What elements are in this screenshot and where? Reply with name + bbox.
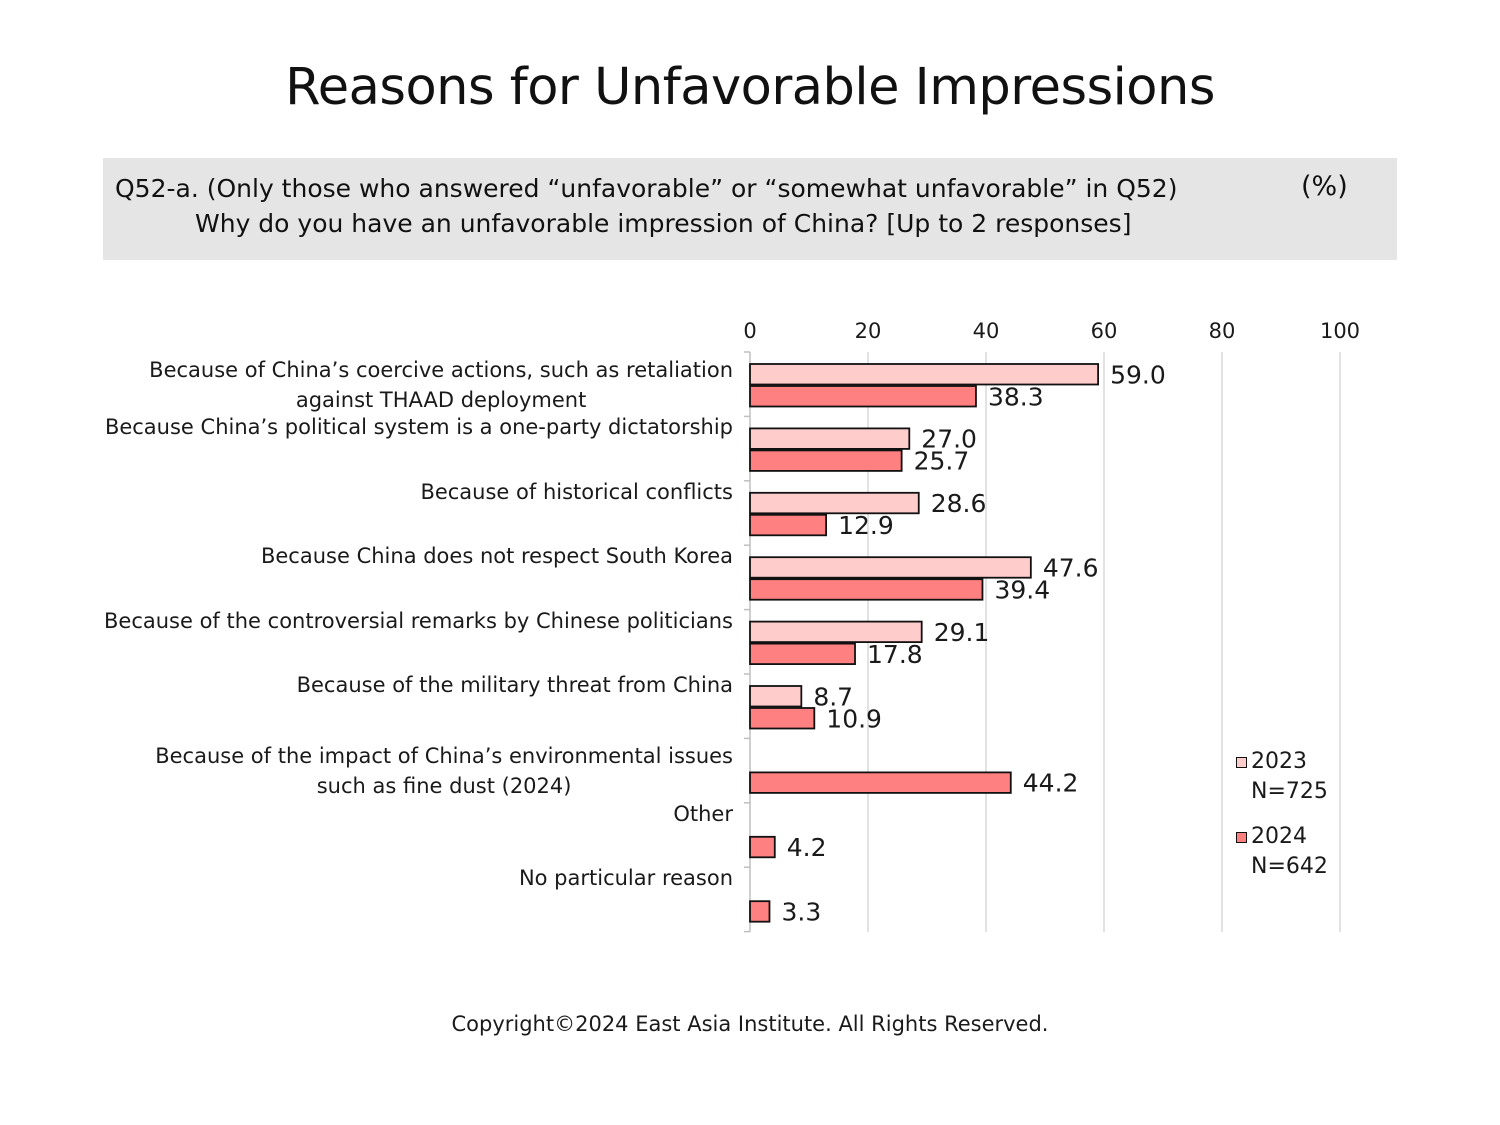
bar-2023-0 xyxy=(749,363,1100,386)
legend-swatch-2023 xyxy=(1236,757,1247,768)
bar-2023-5 xyxy=(749,685,803,708)
data-label-2024-5: 10.9 xyxy=(826,704,882,733)
category-label-line: Because of China’s coercive actions, suc… xyxy=(149,358,733,382)
bar-2024-2 xyxy=(749,513,828,537)
bar-2024-8 xyxy=(749,900,771,923)
unit-label: (%) xyxy=(1301,171,1348,202)
tick-label-0: 0 xyxy=(743,319,756,343)
category-label: Because of the impact of China’s environ… xyxy=(155,741,733,801)
category-label-line: against THAAD deployment xyxy=(295,388,587,412)
data-label-2024-3: 39.4 xyxy=(994,575,1050,604)
bar-2023-2 xyxy=(749,491,920,515)
question-line-1: Q52-a. (Only those who answered “unfavor… xyxy=(115,174,1178,203)
category-label: Because China does not respect South Kor… xyxy=(261,541,733,571)
legend-label-2024: 2024 N=642 xyxy=(1251,824,1328,879)
bar-2024-5 xyxy=(749,707,816,730)
data-label-2024-4: 17.8 xyxy=(867,640,923,669)
bar-2024-3 xyxy=(749,578,984,601)
bar-2024-7 xyxy=(749,835,776,859)
data-label-2024-2: 12.9 xyxy=(838,511,894,540)
question-line-2: Why do you have an unfavorable impressio… xyxy=(195,209,1132,238)
legend-swatch-2024 xyxy=(1236,832,1247,843)
bar-2023-1 xyxy=(749,427,911,450)
data-label-2023-4: 29.1 xyxy=(934,618,990,647)
data-label-2023-2: 28.6 xyxy=(931,489,987,518)
bar-2024-0 xyxy=(749,385,977,408)
chart-title: Reasons for Unfavorable Impressions xyxy=(285,58,1215,117)
bar-2024-1 xyxy=(749,449,903,472)
category-label-line: Because China’s political system is a on… xyxy=(104,415,733,440)
category-label: No particular reason xyxy=(519,863,733,893)
category-label-line: Because of the military threat from Chin… xyxy=(296,673,733,697)
data-label-2024-1: 25.7 xyxy=(914,447,970,476)
tick-label-40: 40 xyxy=(973,319,1000,343)
category-label: Because of historical conflicts xyxy=(420,477,733,507)
category-label-line: Because China does not respect South Kor… xyxy=(260,544,733,569)
tick-label-80: 80 xyxy=(1209,319,1236,343)
tick-label-20: 20 xyxy=(855,319,882,343)
category-label: Because China’s political system is a on… xyxy=(105,412,733,442)
category-label: Because of China’s coercive actions, suc… xyxy=(149,355,733,415)
data-label-2023-5: 8.7 xyxy=(813,682,853,711)
legend-label-2023: 2023 N=725 xyxy=(1251,749,1328,804)
category-label: Because of the controversial remarks by … xyxy=(104,606,733,636)
category-label: Because of the military threat from Chin… xyxy=(297,670,733,700)
category-label-line: Because of historical conflicts xyxy=(420,479,733,504)
category-label-line: Because of the impact of China’s environ… xyxy=(155,744,733,769)
copyright: Copyright©2024 East Asia Institute. All … xyxy=(451,1012,1049,1036)
data-label-2024-7: 4.2 xyxy=(787,833,827,862)
category-label-line: Because of the controversial remarks by … xyxy=(104,608,733,633)
question-box: Q52-a. (Only those who answered “unfavor… xyxy=(103,158,1397,260)
data-label-2024-6: 44.2 xyxy=(1023,769,1079,798)
category-label-line: Other xyxy=(673,801,733,826)
bar-2023-4 xyxy=(749,620,923,643)
bar-2023-3 xyxy=(749,556,1032,579)
category-label: Other xyxy=(673,799,733,829)
data-label-2023-3: 47.6 xyxy=(1043,553,1099,582)
bar-2024-4 xyxy=(749,642,856,665)
data-label-2024-0: 38.3 xyxy=(988,382,1044,411)
data-label-2023-0: 59.0 xyxy=(1110,360,1166,389)
tick-label-60: 60 xyxy=(1091,319,1118,343)
data-label-2023-1: 27.0 xyxy=(921,425,977,454)
tick-label-100: 100 xyxy=(1320,319,1360,343)
data-label-2024-8: 3.3 xyxy=(781,897,821,926)
bar-2024-6 xyxy=(749,771,1012,794)
category-label-line: such as fine dust (2024) xyxy=(316,774,572,799)
category-label-line: No particular reason xyxy=(518,866,733,891)
